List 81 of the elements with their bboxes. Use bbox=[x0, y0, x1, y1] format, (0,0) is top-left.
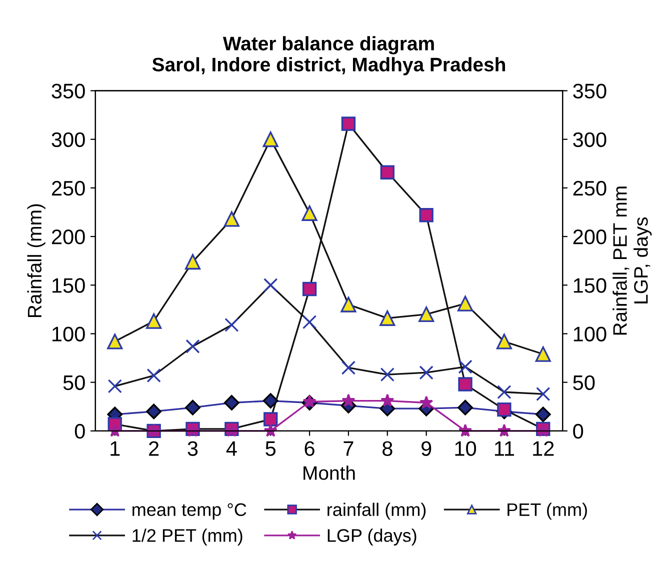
point bbox=[380, 165, 394, 180]
point bbox=[262, 393, 278, 408]
point bbox=[184, 254, 201, 270]
point bbox=[340, 296, 356, 312]
point bbox=[264, 424, 278, 437]
y2-tick-label: 300 bbox=[573, 132, 606, 148]
x-tick-label: 9 bbox=[422, 441, 432, 456]
x-tick-label: 7 bbox=[344, 441, 354, 456]
point bbox=[419, 208, 434, 222]
x-tick-label: 3 bbox=[188, 441, 198, 456]
point bbox=[420, 396, 434, 409]
y-axis-title: Rainfall (mm) bbox=[27, 204, 46, 318]
point bbox=[108, 379, 122, 394]
y2-tick-label: 100 bbox=[574, 326, 606, 342]
point bbox=[224, 318, 239, 332]
legend-label: rainfall (mm) bbox=[328, 502, 426, 520]
x-tick-label: 4 bbox=[226, 441, 237, 456]
y-tick-label: 100 bbox=[52, 326, 85, 342]
point bbox=[108, 424, 122, 437]
point bbox=[419, 366, 434, 380]
point bbox=[380, 310, 396, 326]
y-tick-label: 50 bbox=[63, 375, 85, 390]
point bbox=[224, 395, 240, 410]
point bbox=[262, 132, 278, 148]
y2-tick-label: 150 bbox=[574, 278, 606, 293]
point bbox=[341, 116, 356, 131]
y2-tick-label: 50 bbox=[573, 375, 595, 390]
point bbox=[146, 404, 162, 420]
point bbox=[107, 334, 123, 350]
point bbox=[302, 282, 317, 296]
point bbox=[146, 313, 162, 329]
point bbox=[497, 424, 511, 437]
y2-tick-label: 350 bbox=[573, 84, 606, 98]
point bbox=[342, 394, 356, 407]
y2-tick-label: 200 bbox=[573, 230, 606, 244]
x-tick-label: 8 bbox=[382, 441, 392, 456]
chart-title: Water balance diagram Sarol, Indore district, Madhya Pradesh bbox=[152, 36, 506, 76]
point bbox=[458, 400, 473, 416]
legend-label: LGP (days) bbox=[328, 528, 416, 546]
x-tick-label: 2 bbox=[149, 441, 159, 456]
x-axis-title: Month bbox=[304, 466, 355, 480]
point bbox=[146, 368, 161, 383]
point bbox=[341, 360, 356, 375]
point bbox=[458, 360, 472, 374]
y2-tick-label: 0 bbox=[573, 424, 584, 439]
point bbox=[497, 402, 512, 417]
y-tick-label: 150 bbox=[52, 278, 85, 293]
point bbox=[186, 339, 200, 354]
point bbox=[418, 306, 434, 322]
y-tick-label: 350 bbox=[52, 84, 85, 98]
point bbox=[264, 412, 278, 426]
point bbox=[497, 384, 512, 400]
point bbox=[535, 406, 551, 422]
y2-axis-title: Rainfall, PET mm LGP, days bbox=[612, 186, 652, 335]
x-tick-label: 10 bbox=[455, 441, 476, 456]
point bbox=[535, 346, 551, 362]
y-tick-label: 300 bbox=[52, 132, 85, 148]
point bbox=[536, 386, 550, 402]
point bbox=[302, 314, 317, 330]
x-tick-label: 5 bbox=[266, 441, 276, 456]
point bbox=[458, 377, 472, 392]
point bbox=[458, 424, 472, 437]
point bbox=[185, 400, 200, 416]
legend-label: 1/2 PET (mm) bbox=[132, 528, 242, 546]
legend-label: PET (mm) bbox=[508, 502, 587, 520]
point bbox=[224, 211, 240, 227]
y-tick-label: 200 bbox=[52, 230, 85, 244]
y-tick-label: 250 bbox=[52, 180, 85, 196]
point bbox=[496, 334, 512, 350]
legend-label: mean temp °C bbox=[132, 503, 246, 520]
point bbox=[380, 367, 394, 382]
y-tick-label: 0 bbox=[74, 424, 85, 439]
point bbox=[380, 394, 394, 407]
point bbox=[264, 278, 278, 292]
point bbox=[302, 205, 318, 221]
x-tick-label: 12 bbox=[533, 441, 554, 456]
point bbox=[457, 296, 474, 312]
x-tick-label: 1 bbox=[110, 441, 120, 456]
y2-tick-label: 250 bbox=[573, 180, 606, 196]
x-tick-label: 6 bbox=[304, 441, 314, 456]
x-tick-label: 11 bbox=[494, 441, 514, 456]
